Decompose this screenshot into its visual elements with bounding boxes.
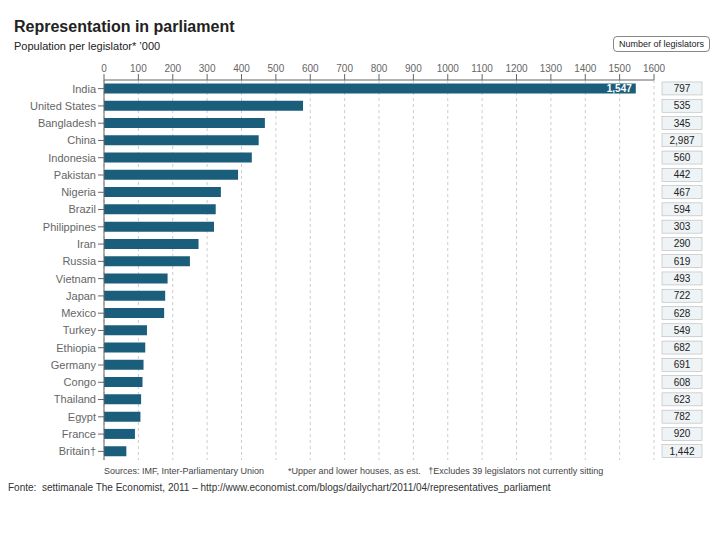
svg-text:China: China — [67, 134, 97, 146]
svg-text:303: 303 — [674, 221, 691, 232]
svg-text:France: France — [62, 428, 96, 440]
svg-text:442: 442 — [674, 169, 691, 180]
svg-text:1,442: 1,442 — [669, 446, 694, 457]
svg-text:722: 722 — [674, 290, 691, 301]
svg-text:100: 100 — [130, 63, 147, 74]
svg-text:920: 920 — [674, 428, 691, 439]
svg-text:Brazil: Brazil — [68, 203, 96, 215]
svg-text:1,547: 1,547 — [607, 83, 632, 94]
svg-text:594: 594 — [674, 204, 691, 215]
html-text:Number of legislators: Number of legislators — [619, 39, 704, 49]
svg-text:1500: 1500 — [609, 63, 632, 74]
svg-text:1200: 1200 — [505, 63, 528, 74]
svg-text:India: India — [72, 83, 97, 95]
svg-text:345: 345 — [674, 118, 691, 129]
svg-text:797: 797 — [674, 83, 691, 94]
html-text:*Upper and lower houses, as es: *Upper and lower houses, as est. †Exclud… — [288, 466, 604, 476]
svg-text:Indonesia: Indonesia — [48, 152, 97, 164]
svg-text:608: 608 — [674, 377, 691, 388]
svg-text:628: 628 — [674, 308, 691, 319]
svg-text:200: 200 — [164, 63, 181, 74]
svg-text:1600: 1600 — [643, 63, 666, 74]
svg-text:Nigeria: Nigeria — [61, 186, 97, 198]
svg-text:1300: 1300 — [540, 63, 563, 74]
svg-text:700: 700 — [336, 63, 353, 74]
svg-text:Turkey: Turkey — [63, 324, 97, 336]
html-text:Sources: IMF, Inter-Parliament: Sources: IMF, Inter-Parliamentary Union — [104, 466, 265, 476]
svg-text:500: 500 — [268, 63, 285, 74]
svg-text:1100: 1100 — [471, 63, 493, 74]
svg-text:691: 691 — [674, 359, 691, 370]
svg-text:Iran: Iran — [77, 238, 96, 250]
svg-text:2,987: 2,987 — [669, 135, 694, 146]
svg-text:Bangladesh: Bangladesh — [38, 117, 96, 129]
svg-text:Egypt: Egypt — [68, 411, 96, 423]
svg-text:Vietnam: Vietnam — [56, 273, 96, 285]
svg-text:623: 623 — [674, 394, 691, 405]
svg-text:Pakistan: Pakistan — [54, 169, 96, 181]
svg-text:493: 493 — [674, 273, 691, 284]
svg-text:Japan: Japan — [66, 290, 96, 302]
svg-text:1000: 1000 — [437, 63, 460, 74]
html-text:Fonte: settimanale The Economi: Fonte: settimanale The Economist, 2011 –… — [8, 482, 551, 493]
svg-text:549: 549 — [674, 325, 691, 336]
svg-text:Thailand: Thailand — [54, 393, 96, 405]
svg-text:682: 682 — [674, 342, 691, 353]
svg-text:560: 560 — [674, 152, 691, 163]
svg-text:782: 782 — [674, 411, 691, 422]
svg-text:Russia: Russia — [62, 255, 97, 267]
svg-text:800: 800 — [371, 63, 388, 74]
html-text:Population per legislator* ’00: Population per legislator* ’000 — [14, 40, 161, 52]
svg-text:600: 600 — [302, 63, 319, 74]
svg-text:0: 0 — [101, 63, 107, 74]
svg-text:Congo: Congo — [64, 376, 96, 388]
svg-text:467: 467 — [674, 187, 691, 198]
svg-text:400: 400 — [233, 63, 250, 74]
svg-text:1400: 1400 — [574, 63, 597, 74]
html-text:Representation in parliament: Representation in parliament — [14, 18, 235, 35]
svg-text:Philippines: Philippines — [43, 221, 97, 233]
svg-text:619: 619 — [674, 256, 691, 267]
svg-text:Britain†: Britain† — [59, 445, 96, 457]
svg-text:300: 300 — [199, 63, 216, 74]
svg-text:United States: United States — [30, 100, 97, 112]
svg-text:900: 900 — [405, 63, 422, 74]
svg-text:535: 535 — [674, 100, 691, 111]
svg-text:Ethiopia: Ethiopia — [56, 342, 97, 354]
svg-text:290: 290 — [674, 238, 691, 249]
svg-text:Germany: Germany — [51, 359, 97, 371]
svg-text:Mexico: Mexico — [61, 307, 96, 319]
